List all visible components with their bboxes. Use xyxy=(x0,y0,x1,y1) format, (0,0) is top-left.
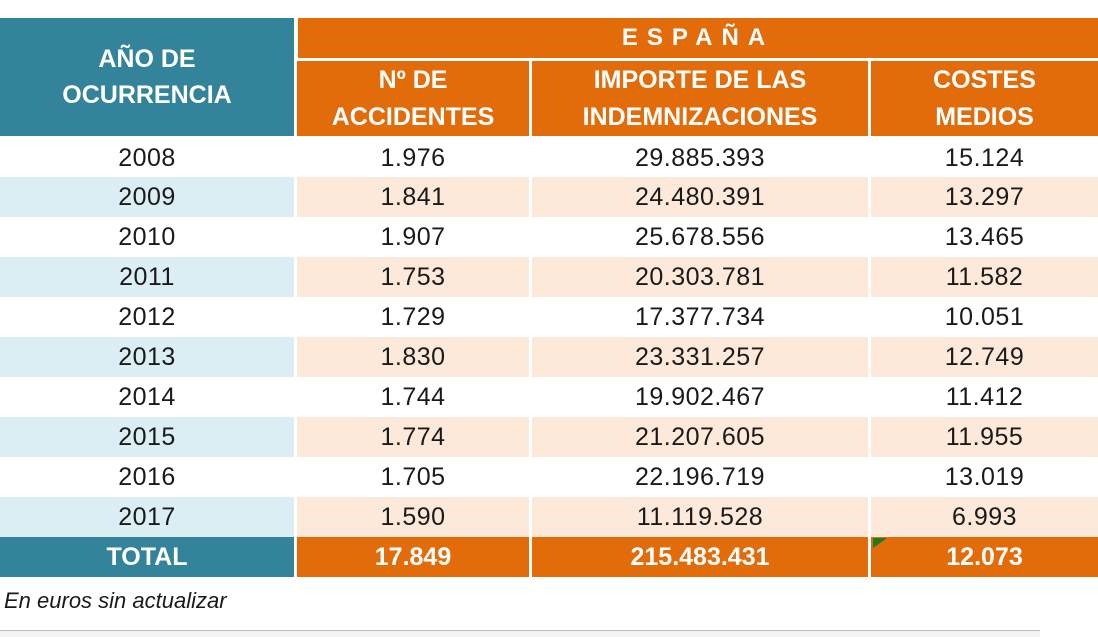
sheet-bottom-edge xyxy=(0,630,1040,637)
total-amount-cell: 215.483.431 xyxy=(532,537,868,577)
accidents-cell: 1.753 xyxy=(297,257,529,297)
year-cell: 2013 xyxy=(0,337,294,377)
year-cell: 2011 xyxy=(0,257,294,297)
accidents-column-header: Nº DE ACCIDENTES xyxy=(297,61,529,136)
total-accidents-cell: 17.849 xyxy=(297,537,529,577)
avg-cost-cell: 15.124 xyxy=(871,138,1098,178)
year-cell: 2010 xyxy=(0,217,294,257)
avg-cost-cell: 10.051 xyxy=(871,297,1098,337)
year-cell: 2008 xyxy=(0,138,294,178)
table-row: 2014 1.744 19.902.467 11.412 xyxy=(0,377,1098,417)
amount-cell: 24.480.391 xyxy=(532,177,868,217)
footnote: En euros sin actualizar xyxy=(4,588,227,613)
year-cell: 2012 xyxy=(0,297,294,337)
accidents-cell: 1.907 xyxy=(297,217,529,257)
amount-cell: 19.902.467 xyxy=(532,377,868,417)
amount-cell: 22.196.719 xyxy=(532,457,868,497)
table-row: 2013 1.830 23.331.257 12.749 xyxy=(0,337,1098,377)
avg-cost-cell: 11.955 xyxy=(871,417,1098,457)
avg-cost-cell: 11.412 xyxy=(871,377,1098,417)
year-cell: 2017 xyxy=(0,497,294,537)
total-row: TOTAL 17.849 215.483.431 12.073 xyxy=(0,537,1098,577)
avg-cost-header-line2: MEDIOS xyxy=(935,102,1034,131)
table-row: 2017 1.590 11.119.528 6.993 xyxy=(0,497,1098,537)
year-cell: 2009 xyxy=(0,177,294,217)
accidents-header-line1: Nº DE xyxy=(378,66,448,95)
accidents-cell: 1.774 xyxy=(297,417,529,457)
table-row: 2015 1.774 21.207.605 11.955 xyxy=(0,417,1098,457)
avg-cost-cell: 11.582 xyxy=(871,257,1098,297)
avg-cost-cell: 13.019 xyxy=(871,457,1098,497)
accidents-cell: 1.705 xyxy=(297,457,529,497)
avg-cost-cell: 12.749 xyxy=(871,337,1098,377)
amount-column-header: IMPORTE DE LAS INDEMNIZACIONES xyxy=(532,61,868,136)
accidents-cell: 1.976 xyxy=(297,138,529,178)
amount-cell: 20.303.781 xyxy=(532,257,868,297)
amount-cell: 23.331.257 xyxy=(532,337,868,377)
year-cell: 2015 xyxy=(0,417,294,457)
table-row: 2008 1.976 29.885.393 15.124 xyxy=(0,138,1098,178)
accidents-cell: 1.744 xyxy=(297,377,529,417)
avg-cost-cell: 6.993 xyxy=(871,497,1098,537)
accidents-cell: 1.830 xyxy=(297,337,529,377)
table-row: 2016 1.705 22.196.719 13.019 xyxy=(0,457,1098,497)
amount-header-line1: IMPORTE DE LAS xyxy=(593,66,807,95)
table-row: 2012 1.729 17.377.734 10.051 xyxy=(0,297,1098,337)
year-header-line1: AÑO DE xyxy=(98,44,196,73)
year-cell: 2014 xyxy=(0,377,294,417)
amount-cell: 17.377.734 xyxy=(532,297,868,337)
avg-cost-cell: 13.465 xyxy=(871,217,1098,257)
cell-error-indicator-icon[interactable] xyxy=(873,538,887,548)
amount-header-line2: INDEMNIZACIONES xyxy=(582,102,818,131)
table-row: 2010 1.907 25.678.556 13.465 xyxy=(0,217,1098,257)
amount-cell: 21.207.605 xyxy=(532,417,868,457)
amount-cell: 11.119.528 xyxy=(532,497,868,537)
accidents-header-line2: ACCIDENTES xyxy=(331,102,495,131)
accidents-cell: 1.590 xyxy=(297,497,529,537)
amount-cell: 29.885.393 xyxy=(532,138,868,178)
table-row: 2009 1.841 24.480.391 13.297 xyxy=(0,177,1098,217)
table-row: 2011 1.753 20.303.781 11.582 xyxy=(0,257,1098,297)
total-avg-cost-cell: 12.073 xyxy=(871,537,1098,577)
year-header-line2: OCURRENCIA xyxy=(62,81,232,109)
avg-cost-header-line1: COSTES xyxy=(933,66,1036,95)
avg-cost-column-header: COSTES MEDIOS xyxy=(871,61,1098,136)
year-cell: 2016 xyxy=(0,457,294,497)
year-column-header: AÑO DE OCURRENCIA xyxy=(0,18,294,136)
accidents-cell: 1.841 xyxy=(297,177,529,217)
region-header: ESPAÑA xyxy=(298,18,1098,58)
accidents-cell: 1.729 xyxy=(297,297,529,337)
avg-cost-cell: 13.297 xyxy=(871,177,1098,217)
total-label: TOTAL xyxy=(0,537,294,577)
amount-cell: 25.678.556 xyxy=(532,217,868,257)
